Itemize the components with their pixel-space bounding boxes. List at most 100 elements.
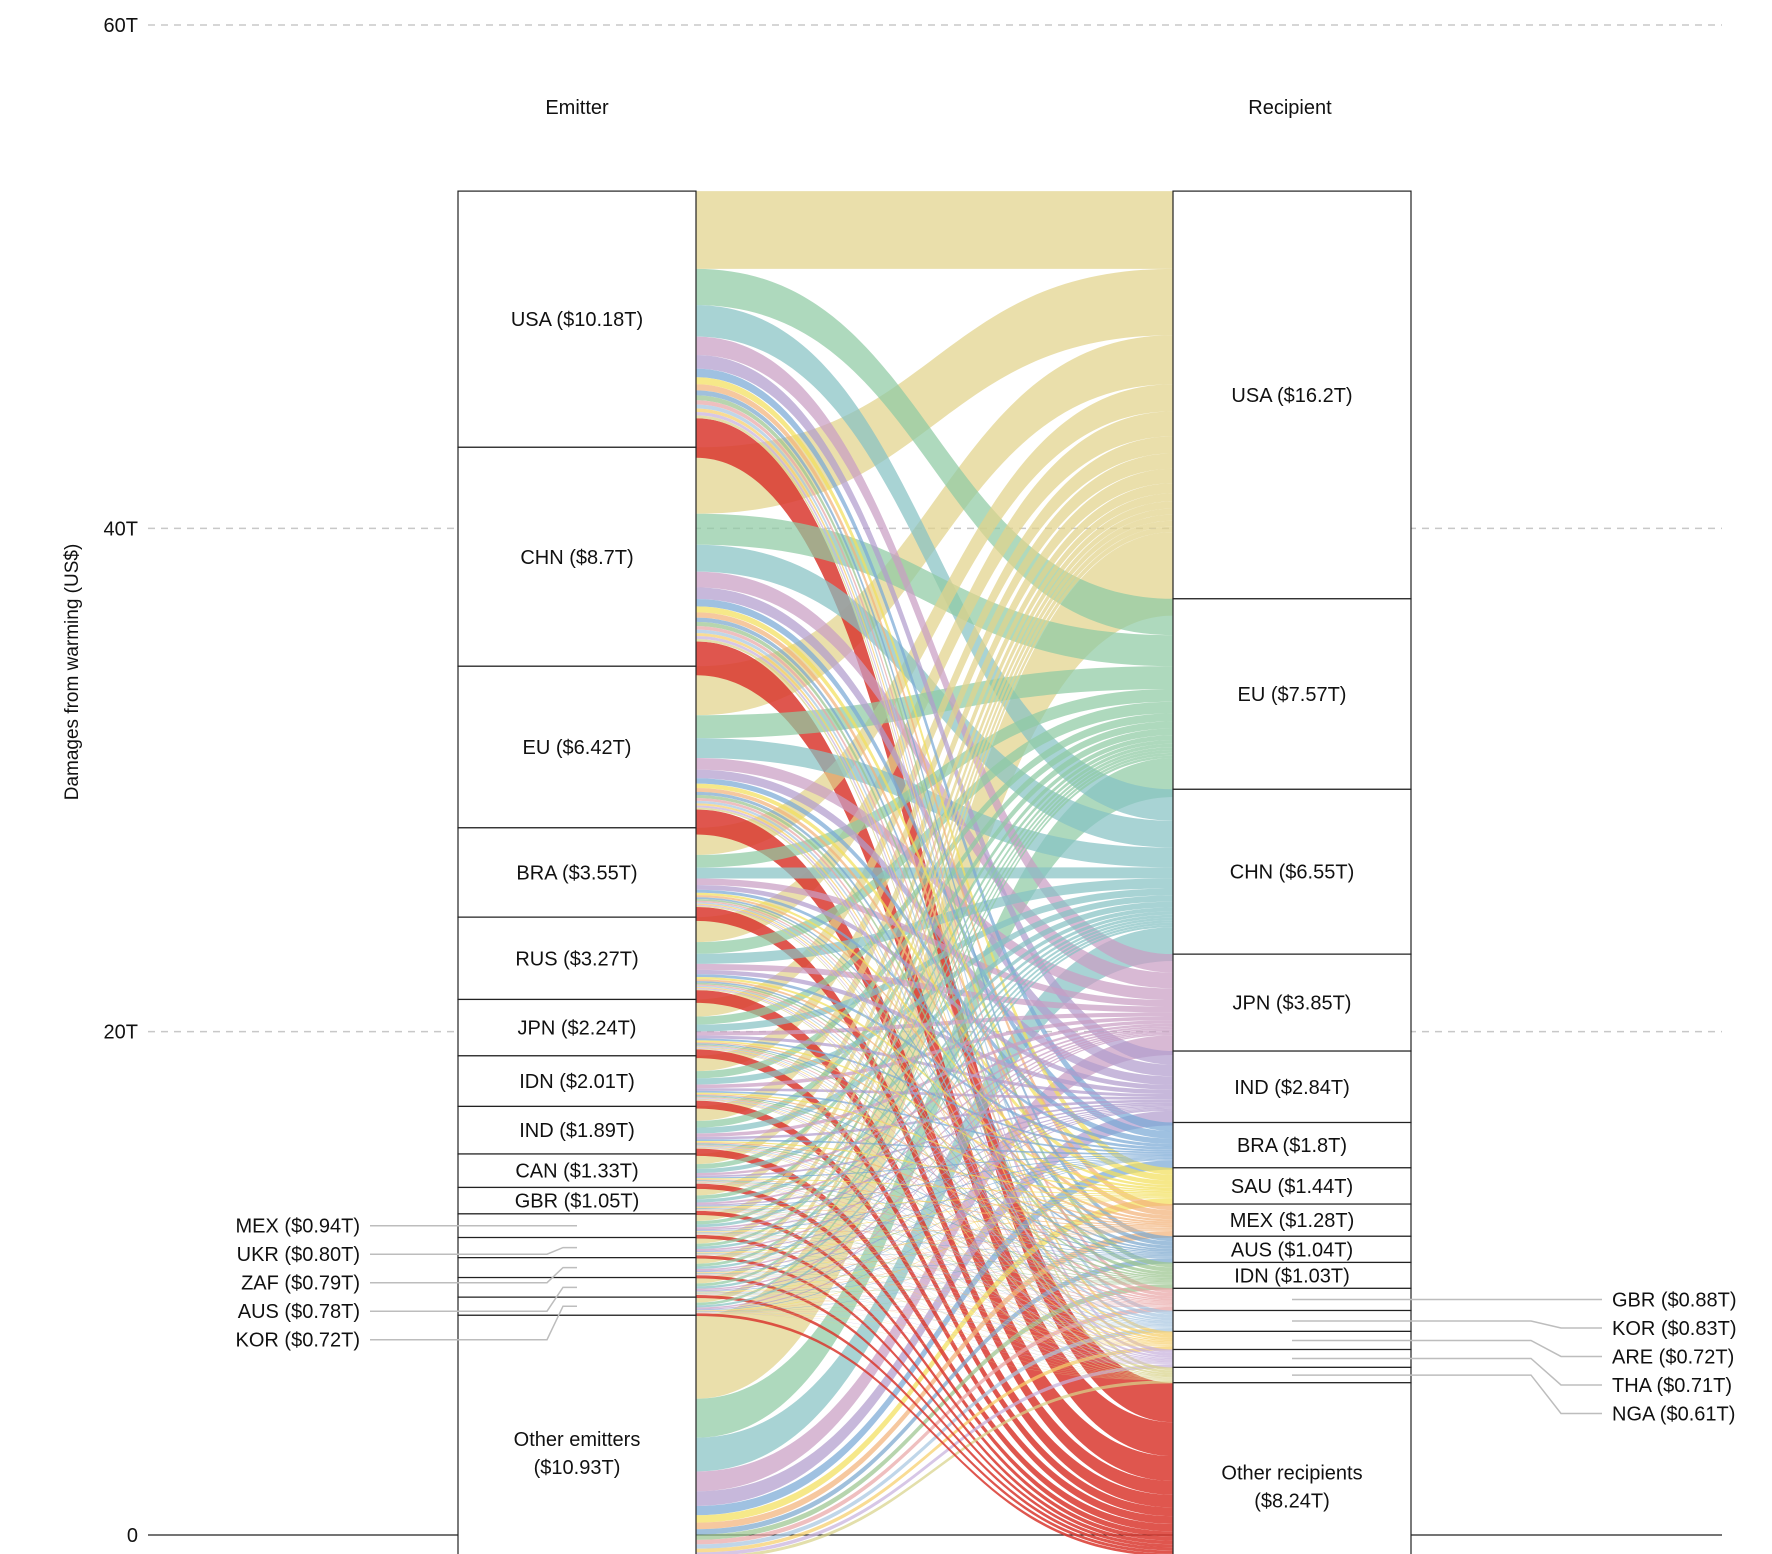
flow-idn-to-idn [696,1096,1173,1281]
flow-gbr-to-eu [696,740,1173,1200]
emitter-leader-aus [370,1286,577,1312]
flow-kor-to-bra [696,1159,1173,1311]
flow-bra-to-ind [696,884,1173,1090]
recipient-label-bra: BRA ($1.8T) [1237,1135,1347,1157]
emitter-leader-kor [370,1305,577,1341]
flow-eu-to-mex [696,788,1173,1220]
flow-other-to-usa [696,532,1173,1399]
flow-usa-to-chn [696,305,1173,821]
flow-chn-to-aus [696,617,1173,1246]
flow-eu-to-other [696,809,1173,1481]
flow-can-to-sau [696,1178,1173,1195]
flow-zaf-to-kor [696,1274,1173,1328]
flow-rus-to-kor [696,985,1173,1324]
flow-mex-to-ind [696,1105,1173,1231]
emitter-title: Emitter [545,97,609,119]
flow-kor-to-ind [696,1109,1173,1310]
flow-aus-to-kor [696,1293,1173,1328]
flow-gbr-to-idn [696,1208,1173,1283]
flow-other-to-aus [696,1258,1173,1535]
flow-aus-to-aus [696,1257,1173,1294]
emitter-label-other-line-1: ($10.93T) [534,1457,621,1479]
flow-mex-to-are [696,1233,1173,1346]
flow-eu-to-idn [696,795,1173,1275]
flow-ukr-to-jpn [696,1029,1173,1251]
recipient-title: Recipient [1248,97,1332,119]
flow-ind-to-other [696,1148,1173,1532]
recipient-label-tha: THA ($0.71T) [1612,1375,1732,1397]
flow-can-to-jpn [696,1023,1173,1176]
flow-jpn-to-nga [696,1048,1173,1378]
emitter-label-other-line-0: Other emitters [514,1429,641,1451]
flow-eu-to-nga [696,807,1173,1375]
flow-zaf-to-usa [696,514,1173,1264]
flow-eu-to-kor [696,800,1173,1321]
flow-kor-to-mex [696,1230,1173,1312]
flow-ind-to-bra [696,1139,1173,1155]
recipient-node-jpn [1172,953,1412,1052]
recipient-label-nga: NGA ($0.61T) [1612,1403,1735,1425]
flow-ukr-to-usa [696,508,1173,1244]
grid-layer: 0 20T 40T 60T [104,15,1722,1547]
flow-jpn-to-mex [696,1041,1173,1225]
flow-chn-to-are [696,633,1173,1338]
emitter-node-other [457,1314,697,1554]
flow-ind-to-aus [696,1143,1173,1256]
node-layer [457,190,1412,1554]
emitter-node-bra [457,827,697,918]
flow-usa-to-mex [696,384,1173,1211]
flow-kor-to-aus [696,1257,1173,1312]
recipient-label-other-line-0: Other recipients [1221,1462,1362,1484]
flow-aus-to-idn [696,1283,1173,1294]
flow-kor-to-other [696,1313,1173,1554]
emitter-label-ind: IND ($1.89T) [519,1120,635,1142]
flow-jpn-to-idn [696,1044,1173,1280]
flow-aus-to-bra [696,1159,1173,1292]
flow-zaf-to-bra [696,1158,1173,1273]
emitter-label-usa: USA ($10.18T) [511,309,643,331]
flow-can-to-tha [696,1182,1173,1363]
recipient-label-ind: IND ($2.84T) [1234,1077,1350,1099]
flow-jpn-to-bra [696,1038,1173,1152]
recipient-label-mex: MEX ($1.28T) [1230,1210,1354,1232]
emitter-label-eu: EU ($6.42T) [523,737,632,759]
flow-zaf-to-mex [696,1229,1173,1274]
flow-ind-to-nga [696,1148,1173,1379]
emitter-leader-ukr [370,1246,577,1255]
flow-mex-to-kor [696,1233,1173,1327]
flow-zaf-to-other [696,1275,1173,1551]
emitter-leader-zaf [370,1266,577,1284]
flow-kor-to-tha [696,1312,1173,1365]
emitter-label-gbr: GBR ($1.05T) [515,1191,639,1213]
flow-ukr-to-nga [696,1255,1173,1380]
flow-rus-to-usa [696,411,1173,943]
recipient-label-other-line-1: ($8.24T) [1254,1490,1330,1512]
flow-mex-to-tha [696,1234,1173,1364]
flow-rus-to-sau [696,976,1173,1190]
flow-other-to-kor [696,1327,1173,1549]
flow-ukr-to-aus [696,1253,1173,1258]
flow-jpn-to-jpn [696,1012,1173,1036]
flow-usa-to-usa [696,191,1173,269]
flow-rus-to-chn [696,878,1173,964]
flow-bra-to-sau [696,892,1173,1188]
emitter-label-mex: MEX ($0.94T) [236,1216,360,1238]
flow-eu-to-chn [696,738,1173,868]
recipient-label-sau: SAU ($1.44T) [1231,1176,1353,1198]
recipient-leader-kor [1292,1320,1602,1329]
flow-chn-to-kor [696,629,1173,1318]
recipient-node-sau [1172,1167,1412,1205]
flow-mex-to-gbr [696,1233,1173,1306]
flow-gbr-to-other [696,1210,1173,1541]
flow-rus-to-aus [696,981,1173,1253]
emitter-node-ind [457,1105,697,1155]
flow-ukr-to-mex [696,1229,1173,1254]
flow-bra-to-jpn [696,878,1173,1007]
flow-eu-to-usa [696,335,1173,716]
recipient-node-ind [1172,1050,1412,1124]
flow-usa-to-tha [696,411,1173,1353]
flow-usa-to-ind [696,355,1173,1065]
emitter-node-jpn [457,998,697,1057]
emitter-label-zaf: ZAF ($0.79T) [241,1273,360,1295]
flow-mex-to-idn [696,1232,1173,1283]
